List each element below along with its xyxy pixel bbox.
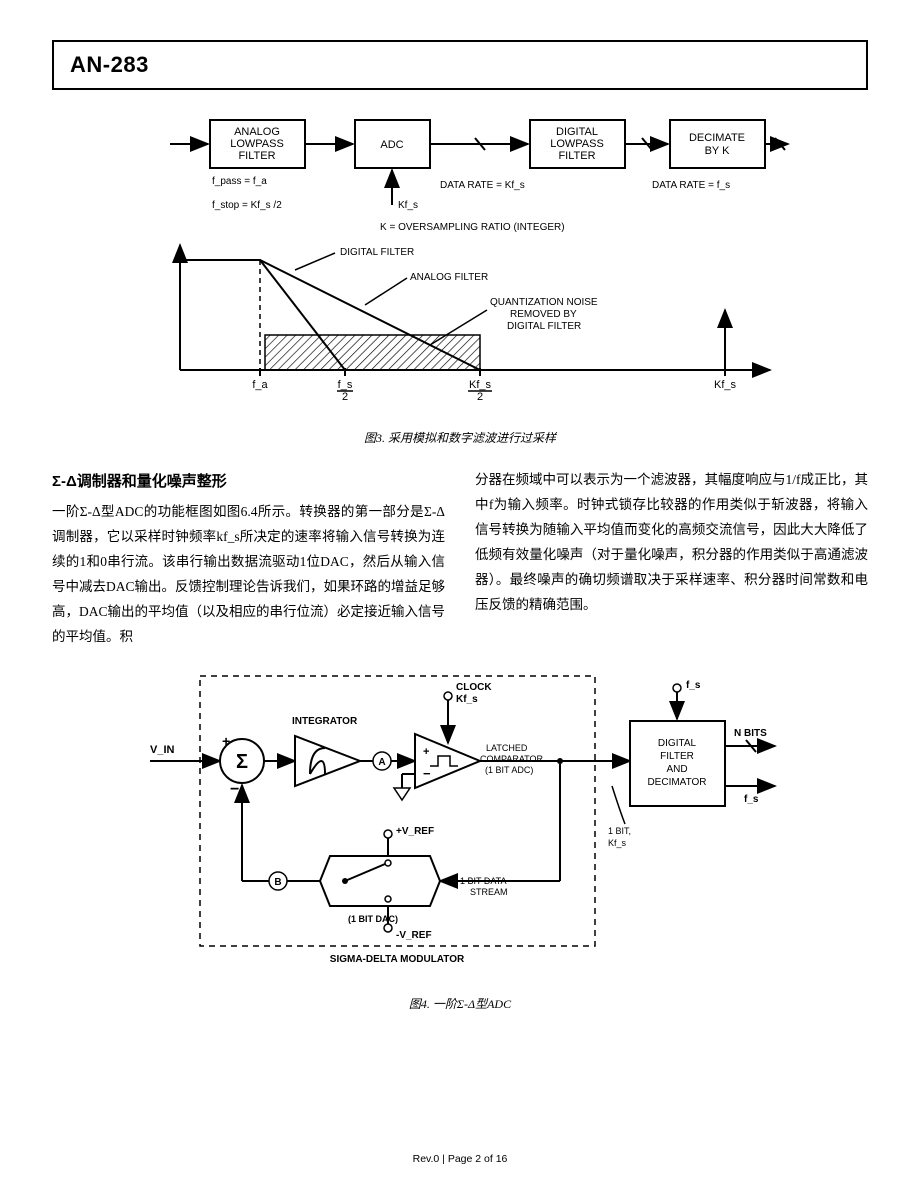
svg-text:(1 BIT ADC): (1 BIT ADC) <box>485 765 533 775</box>
fig3-caption: 图3. 采用模拟和数字滤波进行过采样 <box>52 429 868 446</box>
fig3-svg: ANALOG LOWPASS FILTER ADC DIGITAL LOWPAS… <box>130 110 790 410</box>
svg-text:ADC: ADC <box>380 139 403 151</box>
svg-text:LATCHED: LATCHED <box>486 743 528 753</box>
svg-text:INTEGRATOR: INTEGRATOR <box>292 716 358 727</box>
svg-text:f_a: f_a <box>252 379 268 391</box>
svg-text:ANALOG: ANALOG <box>234 126 280 138</box>
svg-text:f_pass = f_a: f_pass = f_a <box>212 176 267 187</box>
svg-text:DATA RATE = Kf_s: DATA RATE = Kf_s <box>440 180 525 191</box>
page-footer: Rev.0 | Page 2 of 16 <box>0 1153 920 1165</box>
svg-text:B: B <box>274 877 281 888</box>
svg-text:−: − <box>423 766 431 781</box>
svg-text:f_s: f_s <box>338 379 353 391</box>
svg-text:LOWPASS: LOWPASS <box>550 138 604 150</box>
svg-text:CLOCK: CLOCK <box>456 682 492 693</box>
col-left-text: 一阶Σ-Δ型ADC的功能框图如图6.4所示。转换器的第一部分是Σ-Δ调制器，它以… <box>52 500 445 650</box>
svg-text:LOWPASS: LOWPASS <box>230 138 284 150</box>
svg-text:ANALOG FILTER: ANALOG FILTER <box>410 272 488 283</box>
fig4-caption: 图4. 一阶Σ-Δ型ADC <box>52 995 868 1012</box>
svg-text:1 BIT DATA: 1 BIT DATA <box>460 876 507 886</box>
svg-text:AND: AND <box>666 764 687 775</box>
col-left: Σ-Δ调制器和量化噪声整形 一阶Σ-Δ型ADC的功能框图如图6.4所示。转换器的… <box>52 468 445 650</box>
section-heading: Σ-Δ调制器和量化噪声整形 <box>52 468 445 496</box>
header-box: AN-283 <box>52 40 868 90</box>
svg-text:K = OVERSAMPLING RATIO (INTEGE: K = OVERSAMPLING RATIO (INTEGER) <box>380 222 565 233</box>
col-right: 分器在频域中可以表示为一个滤波器，其幅度响应与1/f成正比，其中f为输入频率。时… <box>475 468 868 650</box>
svg-text:2: 2 <box>342 391 348 403</box>
svg-text:+: + <box>423 746 429 758</box>
svg-text:REMOVED BY: REMOVED BY <box>510 309 577 320</box>
svg-text:+V_REF: +V_REF <box>396 826 434 837</box>
svg-text:−: − <box>230 781 239 798</box>
svg-text:V_IN: V_IN <box>150 744 175 756</box>
figure-3: ANALOG LOWPASS FILTER ADC DIGITAL LOWPAS… <box>52 110 868 415</box>
svg-text:Kf_s: Kf_s <box>714 379 737 391</box>
svg-text:FILTER: FILTER <box>660 751 694 762</box>
svg-text:Σ: Σ <box>236 751 248 773</box>
svg-text:(1 BIT DAC): (1 BIT DAC) <box>348 914 398 924</box>
svg-text:Kf_s: Kf_s <box>608 838 627 848</box>
svg-text:2: 2 <box>477 391 483 403</box>
svg-text:QUANTIZATION NOISE: QUANTIZATION NOISE <box>490 297 598 308</box>
body-columns: Σ-Δ调制器和量化噪声整形 一阶Σ-Δ型ADC的功能框图如图6.4所示。转换器的… <box>52 468 868 650</box>
svg-text:1 BIT,: 1 BIT, <box>608 826 631 836</box>
svg-text:DECIMATOR: DECIMATOR <box>647 777 706 788</box>
svg-text:f_s: f_s <box>686 680 701 691</box>
svg-text:Kf_s: Kf_s <box>456 694 478 705</box>
svg-text:STREAM: STREAM <box>470 887 508 897</box>
col-right-text: 分器在频域中可以表示为一个滤波器，其幅度响应与1/f成正比，其中f为输入频率。时… <box>475 468 868 618</box>
svg-text:BY K: BY K <box>705 145 731 157</box>
fig4-svg: SIGMA-DELTA MODULATOR V_IN Σ + − INTEGRA… <box>130 666 790 976</box>
svg-text:Kf_s: Kf_s <box>469 379 492 391</box>
svg-text:DIGITAL: DIGITAL <box>556 126 598 138</box>
svg-text:DIGITAL: DIGITAL <box>658 738 697 749</box>
svg-text:A: A <box>378 757 385 768</box>
svg-text:+: + <box>222 733 230 749</box>
svg-text:-V_REF: -V_REF <box>396 930 432 941</box>
svg-text:f_s: f_s <box>744 794 759 805</box>
svg-text:DIGITAL FILTER: DIGITAL FILTER <box>340 247 414 258</box>
svg-text:FILTER: FILTER <box>238 150 275 162</box>
svg-text:Kf_s: Kf_s <box>398 200 418 211</box>
page-title: AN-283 <box>70 52 850 78</box>
svg-text:N BITS: N BITS <box>734 728 767 739</box>
svg-text:DIGITAL FILTER: DIGITAL FILTER <box>507 321 581 332</box>
svg-text:DATA RATE = f_s: DATA RATE = f_s <box>652 180 730 191</box>
svg-text:f_stop = Kf_s /2: f_stop = Kf_s /2 <box>212 200 282 211</box>
figure-4: SIGMA-DELTA MODULATOR V_IN Σ + − INTEGRA… <box>52 666 868 981</box>
svg-text:COMPARATOR: COMPARATOR <box>480 754 544 764</box>
svg-text:DECIMATE: DECIMATE <box>689 132 745 144</box>
svg-text:FILTER: FILTER <box>558 150 595 162</box>
svg-text:SIGMA-DELTA MODULATOR: SIGMA-DELTA MODULATOR <box>330 954 465 965</box>
